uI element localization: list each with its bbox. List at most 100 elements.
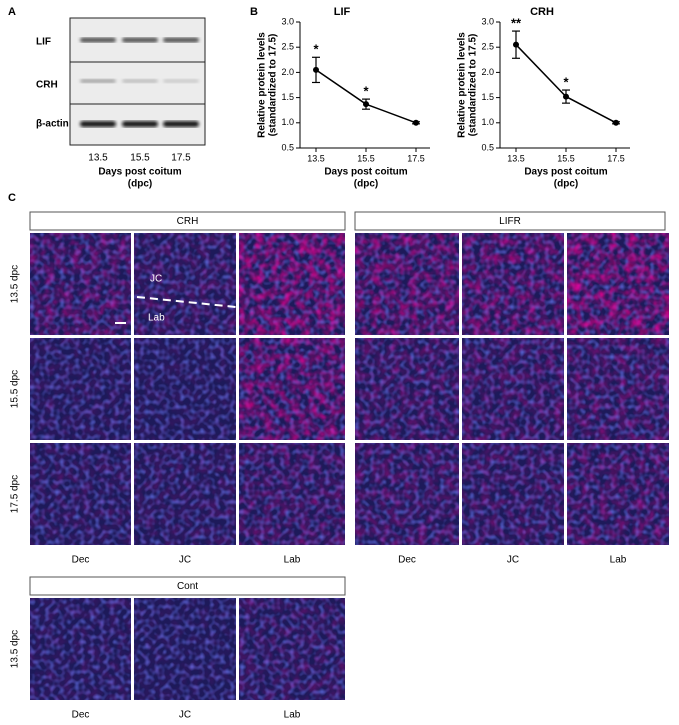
data-point <box>413 119 419 126</box>
chart-title: CRH <box>530 6 554 18</box>
blot-x-label: (dpc) <box>128 179 152 190</box>
significance-label: * <box>313 42 319 57</box>
blot-row-label: CRH <box>36 80 58 91</box>
column-label: Dec <box>72 555 90 566</box>
x-tick-label: 13.5 <box>507 153 525 163</box>
x-axis-label: Days post coitum <box>324 167 407 178</box>
y-tick-label: 2.5 <box>481 42 494 52</box>
x-tick-label: 17.5 <box>607 153 625 163</box>
panel-label: C <box>8 192 16 204</box>
region-label: JC <box>150 274 162 285</box>
group-header: LIFR <box>499 216 521 227</box>
panel-label: B <box>250 6 258 18</box>
x-tick-label: 15.5 <box>557 153 575 163</box>
x-axis-label: (dpc) <box>554 179 578 190</box>
y-tick-label: 1.0 <box>481 117 494 127</box>
x-tick-label: 15.5 <box>357 153 375 163</box>
significance-label: * <box>363 84 369 99</box>
panel-label: A <box>8 6 16 18</box>
micrograph-signal <box>134 338 236 440</box>
column-label: Dec <box>72 710 90 721</box>
group-header-box <box>354 211 666 231</box>
column-label: JC <box>179 555 191 566</box>
micrograph-signal <box>30 233 131 335</box>
blot-band <box>163 37 199 43</box>
column-label: Lab <box>284 555 301 566</box>
column-label: JC <box>179 710 191 721</box>
micrograph-signal <box>239 443 345 545</box>
y-tick-label: 0.5 <box>481 142 494 152</box>
y-axis-label: Relative protein levels <box>257 32 268 138</box>
blot-band <box>122 79 158 83</box>
y-tick-label: 1.0 <box>281 117 294 127</box>
chart-title: LIF <box>334 6 351 18</box>
micrograph-signal <box>355 233 459 335</box>
y-tick-label: 3.0 <box>281 16 294 26</box>
micrograph-signal <box>134 598 236 700</box>
micrograph-signal <box>239 598 345 700</box>
blot-lane-label: 17.5 <box>171 153 191 164</box>
blot-band <box>80 121 116 127</box>
y-tick-label: 2.0 <box>481 67 494 77</box>
group-header-box <box>29 576 346 596</box>
micrograph-signal <box>30 598 131 700</box>
blot-row-label: LIF <box>36 37 51 48</box>
column-label: Dec <box>398 555 416 566</box>
micrograph-signal <box>462 338 564 440</box>
data-point <box>613 119 619 126</box>
row-label: 15.5 dpc <box>10 370 21 408</box>
column-label: Lab <box>610 555 627 566</box>
data-point <box>563 93 569 100</box>
blot-band <box>122 37 158 43</box>
blot-lane-label: 15.5 <box>130 153 150 164</box>
blot-band <box>80 37 116 43</box>
x-tick-label: 17.5 <box>407 153 425 163</box>
blot-lane-label: 13.5 <box>88 153 108 164</box>
significance-label: * <box>563 74 569 89</box>
significance-label: ** <box>511 16 522 31</box>
micrograph-signal <box>567 233 669 335</box>
column-label: JC <box>507 555 519 566</box>
y-axis-label: Relative protein levels <box>457 32 468 138</box>
micrograph-signal <box>239 338 345 440</box>
micrograph-signal <box>567 443 669 545</box>
y-tick-label: 1.5 <box>281 92 294 102</box>
blot-x-label: Days post coitum <box>98 167 181 178</box>
data-point <box>513 41 519 48</box>
blot-band <box>122 121 158 127</box>
blot-band <box>80 79 116 83</box>
x-tick-label: 13.5 <box>307 153 325 163</box>
y-tick-label: 2.5 <box>281 42 294 52</box>
group-header: CRH <box>177 216 199 227</box>
micrograph-signal <box>355 443 459 545</box>
x-axis-label: (dpc) <box>354 179 378 190</box>
micrograph-signal <box>462 443 564 545</box>
micrograph-signal <box>134 233 236 335</box>
y-axis-label: (standardized to 17.5) <box>468 34 479 137</box>
column-label: Lab <box>284 710 301 721</box>
blot-row-label: β-actin <box>36 119 69 130</box>
y-tick-label: 3.0 <box>481 16 494 26</box>
blot-band <box>163 79 199 83</box>
micrograph-signal <box>355 338 459 440</box>
micrograph-signal <box>239 233 345 335</box>
data-point <box>363 101 369 108</box>
row-label: 13.5 dpc <box>10 265 21 303</box>
micrograph-signal <box>567 338 669 440</box>
micrograph-signal <box>462 233 564 335</box>
region-label: Lab <box>148 313 165 324</box>
micrograph-signal <box>134 443 236 545</box>
boundary-line <box>136 296 237 308</box>
group-header-box <box>29 211 346 231</box>
row-label: 13.5 dpc <box>10 630 21 668</box>
y-tick-label: 2.0 <box>281 67 294 77</box>
group-header: Cont <box>177 581 198 592</box>
y-tick-label: 0.5 <box>281 142 294 152</box>
blot-band <box>163 121 199 127</box>
data-point <box>313 66 319 73</box>
micrograph-signal <box>30 338 131 440</box>
micrograph-signal <box>30 443 131 545</box>
row-label: 17.5 dpc <box>10 475 21 513</box>
x-axis-label: Days post coitum <box>524 167 607 178</box>
